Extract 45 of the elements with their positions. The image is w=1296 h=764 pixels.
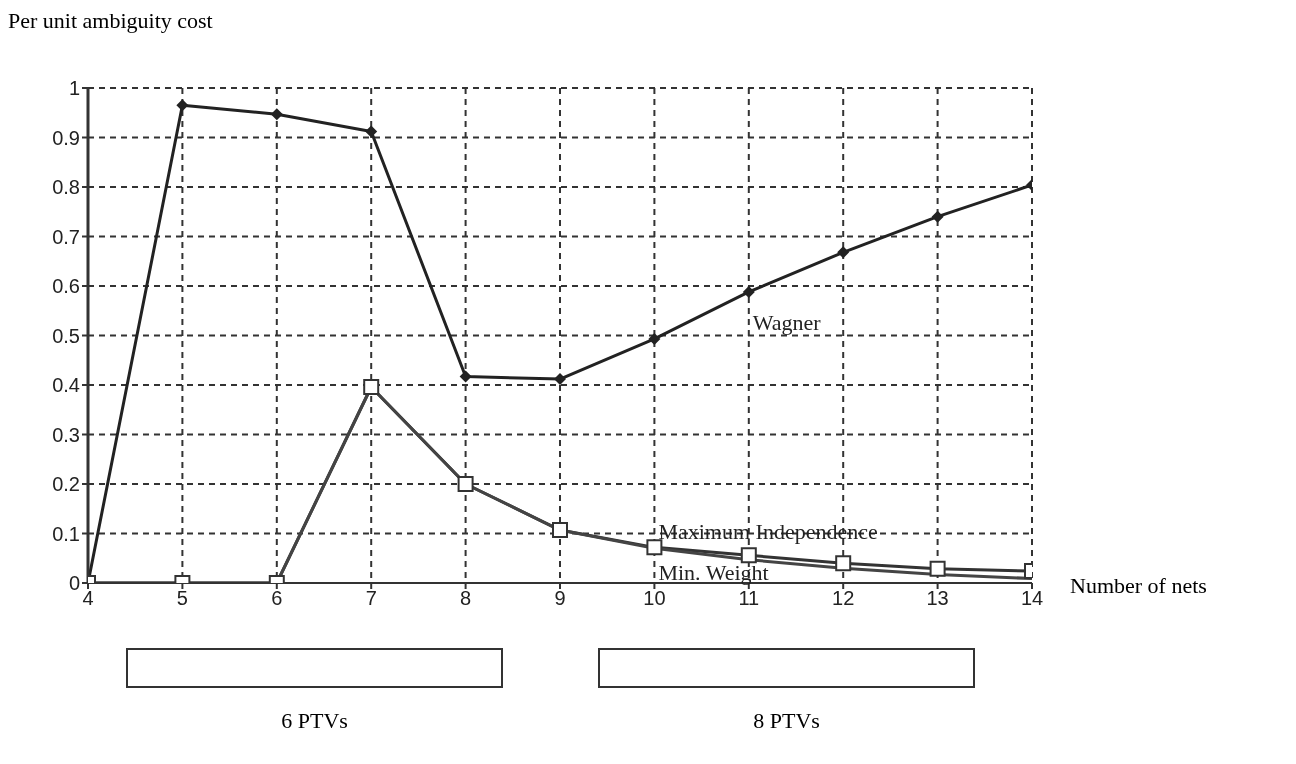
y-axis-title: Per unit ambiguity cost	[8, 8, 213, 34]
point	[837, 246, 850, 259]
point	[176, 99, 189, 112]
x-tick-label: 6	[271, 587, 283, 610]
point	[929, 560, 946, 577]
y-tick-label: 1	[68, 77, 80, 100]
series-label: Wagner	[752, 309, 822, 335]
point	[835, 555, 852, 572]
point	[270, 108, 283, 121]
series-label: Maximum Independence	[658, 519, 878, 545]
text: 8 PTVs	[752, 708, 821, 734]
point	[646, 539, 663, 556]
y-tick-label: 0.4	[52, 374, 80, 397]
point	[459, 370, 472, 383]
x-tick-label: 5	[176, 587, 188, 610]
point	[554, 373, 566, 386]
y-tick-label: 0.3	[52, 423, 80, 446]
point	[648, 332, 661, 345]
text: 6 PTVs	[280, 708, 349, 734]
point	[740, 547, 757, 564]
x-tick-label: 7	[365, 587, 377, 610]
x-tick-label: 13	[926, 587, 949, 610]
x-tick-label: 14	[1020, 587, 1044, 610]
y-tick-label: 0.1	[52, 522, 80, 545]
y-tick-label: 0.7	[52, 225, 80, 248]
point	[457, 476, 474, 492]
y-tick-label: 0.9	[52, 126, 80, 149]
point	[552, 522, 568, 539]
point	[365, 125, 378, 138]
x-tick-label: 4	[82, 587, 94, 610]
point	[742, 285, 755, 298]
y-tick-label: 0	[68, 572, 80, 595]
y-tick-label: 0.6	[52, 275, 80, 298]
point	[363, 378, 380, 395]
x-tick-label: 8	[460, 587, 472, 610]
x-tick-label: 12	[832, 587, 855, 610]
series-label: Min. Weight	[658, 560, 769, 586]
x-tick-label: 9	[554, 587, 566, 610]
x-tick-label: 11	[738, 587, 760, 610]
y-tick-label: 0.8	[52, 176, 80, 199]
y-tick-label: 0.5	[52, 324, 80, 347]
x-axis-title: Number of nets	[1070, 573, 1207, 599]
x-tick-label: 10	[643, 587, 666, 610]
point	[931, 210, 944, 223]
y-tick-label: 0.2	[52, 473, 80, 496]
